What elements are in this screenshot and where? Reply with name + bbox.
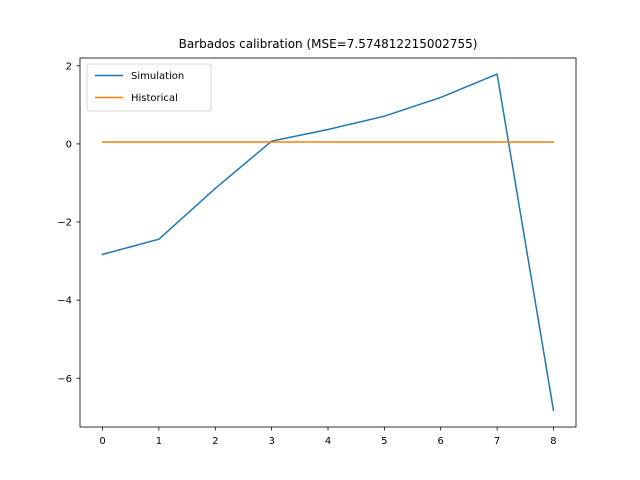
legend: Simulation Historical [86,63,212,112]
x-tick-label: 1 [156,436,162,447]
chart-title: Barbados calibration (MSE=7.574812215002… [179,37,478,51]
x-tick-label: 8 [550,436,556,447]
legend-label-simulation: Simulation [131,71,184,82]
legend-label-historical: Historical [131,93,178,104]
x-tick-label: 2 [212,436,218,447]
y-tick-label: 2 [66,61,72,72]
x-tick-label: 4 [325,436,331,447]
y-tick-label: −2 [57,218,72,229]
plot-area: 0 1 2 3 4 5 6 7 8 −6 −4 −2 0 2 [57,57,577,447]
x-tick-label: 7 [494,436,500,447]
x-tick-label: 0 [99,436,105,447]
y-tick-label: −6 [57,374,72,385]
x-tick-label: 5 [381,436,387,447]
y-tick-label: 0 [66,140,72,151]
x-tick-label: 6 [438,436,444,447]
y-tick-label: −4 [57,296,72,307]
x-tick-label: 3 [268,436,274,447]
